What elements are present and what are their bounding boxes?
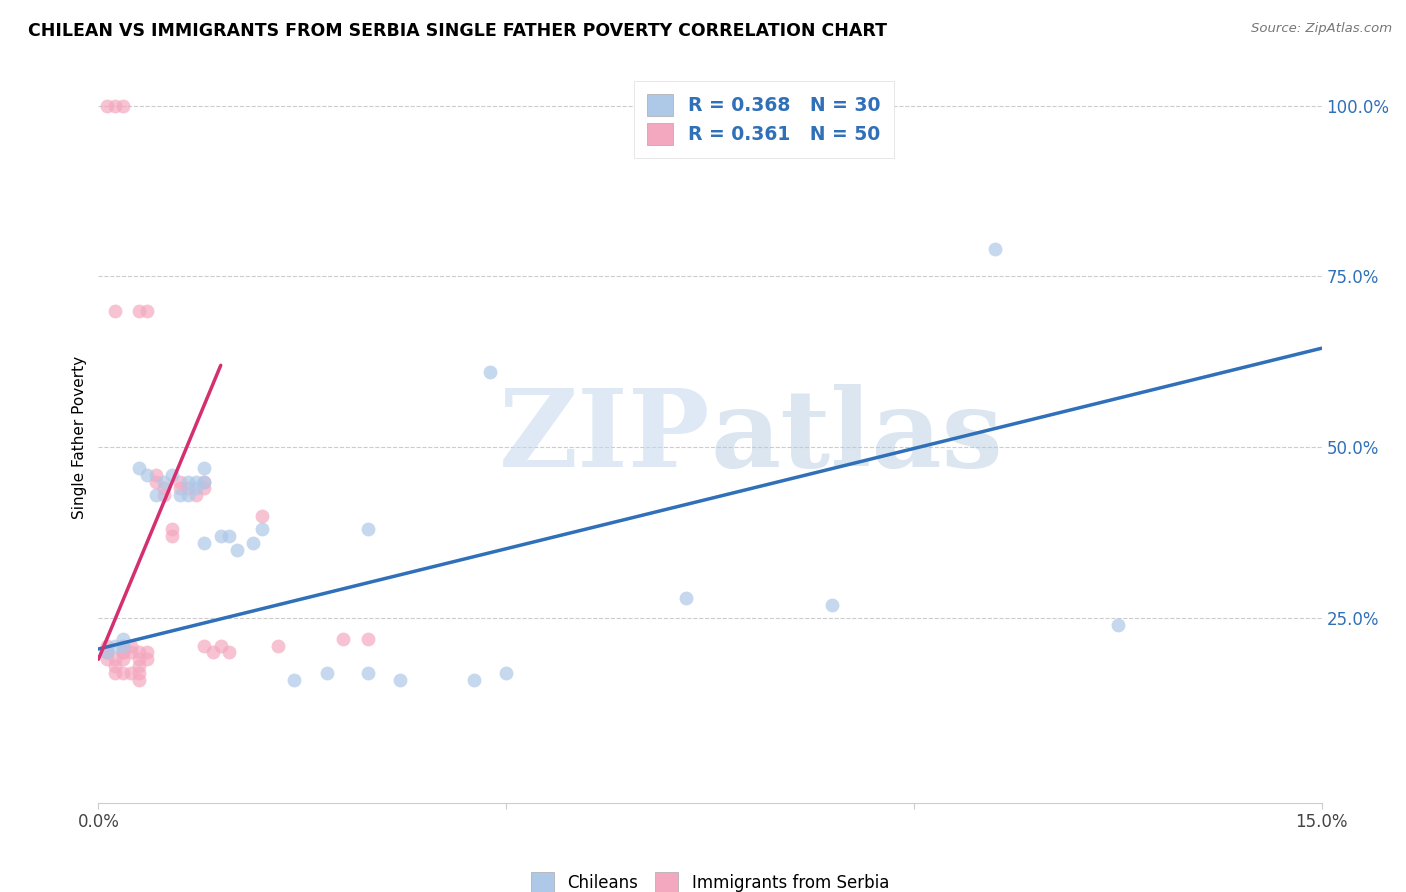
Point — [186, 475, 208, 489]
Point — [145, 488, 167, 502]
Point — [193, 536, 215, 550]
Point — [96, 645, 118, 659]
Point — [315, 665, 337, 680]
Point — [128, 652, 150, 666]
Point — [160, 522, 183, 536]
Point — [104, 98, 127, 112]
Point — [218, 529, 240, 543]
Point — [209, 529, 232, 543]
Point — [145, 475, 167, 489]
Text: CHILEAN VS IMMIGRANTS FROM SERBIA SINGLE FATHER POVERTY CORRELATION CHART: CHILEAN VS IMMIGRANTS FROM SERBIA SINGLE… — [28, 22, 887, 40]
Point — [283, 673, 305, 687]
Point — [104, 652, 127, 666]
Point — [152, 488, 174, 502]
Text: ZIP: ZIP — [499, 384, 710, 490]
Point — [201, 645, 224, 659]
Point — [136, 467, 159, 482]
Point — [111, 98, 134, 112]
Point — [984, 242, 1007, 256]
Point — [389, 673, 412, 687]
Point — [193, 475, 215, 489]
Point — [250, 508, 273, 523]
Point — [120, 645, 142, 659]
Point — [169, 488, 191, 502]
Y-axis label: Single Father Poverty: Single Father Poverty — [72, 356, 87, 518]
Point — [356, 665, 378, 680]
Point — [193, 639, 215, 653]
Legend: Chileans, Immigrants from Serbia: Chileans, Immigrants from Serbia — [520, 863, 900, 892]
Text: atlas: atlas — [710, 384, 1002, 490]
Point — [186, 488, 208, 502]
Point — [128, 645, 150, 659]
Point — [463, 673, 485, 687]
Point — [104, 303, 127, 318]
Point — [160, 529, 183, 543]
Point — [128, 673, 150, 687]
Point — [218, 645, 240, 659]
Point — [111, 632, 134, 646]
Point — [120, 665, 142, 680]
Point — [96, 645, 118, 659]
Point — [104, 659, 127, 673]
Point — [128, 460, 150, 475]
Point — [128, 665, 150, 680]
Point — [177, 475, 200, 489]
Point — [242, 536, 264, 550]
Point — [128, 303, 150, 318]
Point — [136, 652, 159, 666]
Point — [128, 659, 150, 673]
Point — [332, 632, 354, 646]
Point — [177, 481, 200, 495]
Point — [186, 481, 208, 495]
Point — [96, 639, 118, 653]
Point — [104, 639, 127, 653]
Point — [209, 639, 232, 653]
Point — [136, 645, 159, 659]
Point — [226, 542, 249, 557]
Point — [356, 522, 378, 536]
Point — [821, 598, 844, 612]
Point — [111, 652, 134, 666]
Point — [152, 475, 174, 489]
Point — [111, 639, 134, 653]
Point — [495, 665, 517, 680]
Point — [177, 488, 200, 502]
Point — [136, 303, 159, 318]
Point — [478, 365, 501, 379]
Point — [169, 475, 191, 489]
Point — [111, 645, 134, 659]
Point — [169, 481, 191, 495]
Point — [675, 591, 697, 605]
Point — [96, 645, 118, 659]
Point — [96, 652, 118, 666]
Point — [96, 98, 118, 112]
Point — [250, 522, 273, 536]
Point — [193, 475, 215, 489]
Point — [1107, 618, 1129, 632]
Point — [111, 665, 134, 680]
Point — [145, 467, 167, 482]
Point — [111, 639, 134, 653]
Point — [160, 467, 183, 482]
Text: Source: ZipAtlas.com: Source: ZipAtlas.com — [1251, 22, 1392, 36]
Point — [193, 460, 215, 475]
Point — [356, 632, 378, 646]
Point — [152, 481, 174, 495]
Point — [104, 665, 127, 680]
Point — [193, 481, 215, 495]
Point — [120, 639, 142, 653]
Point — [111, 645, 134, 659]
Point — [267, 639, 290, 653]
